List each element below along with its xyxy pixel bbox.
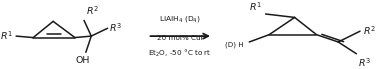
Text: $R^2$: $R^2$	[363, 24, 376, 37]
Text: LiAlH$_4$ (D$_4$): LiAlH$_4$ (D$_4$)	[160, 14, 201, 24]
Text: $R^3$: $R^3$	[110, 21, 122, 34]
Text: $R^3$: $R^3$	[358, 57, 371, 69]
Text: $R^2$: $R^2$	[86, 5, 99, 17]
Text: OH: OH	[75, 56, 89, 65]
Text: (D) H: (D) H	[225, 42, 244, 48]
Text: $R^1$: $R^1$	[249, 0, 262, 12]
Text: Et$_2$O, -50 °C to rt: Et$_2$O, -50 °C to rt	[149, 48, 212, 59]
Text: 20 mol% CuI: 20 mol% CuI	[157, 35, 203, 41]
Text: $R^1$: $R^1$	[0, 30, 13, 42]
